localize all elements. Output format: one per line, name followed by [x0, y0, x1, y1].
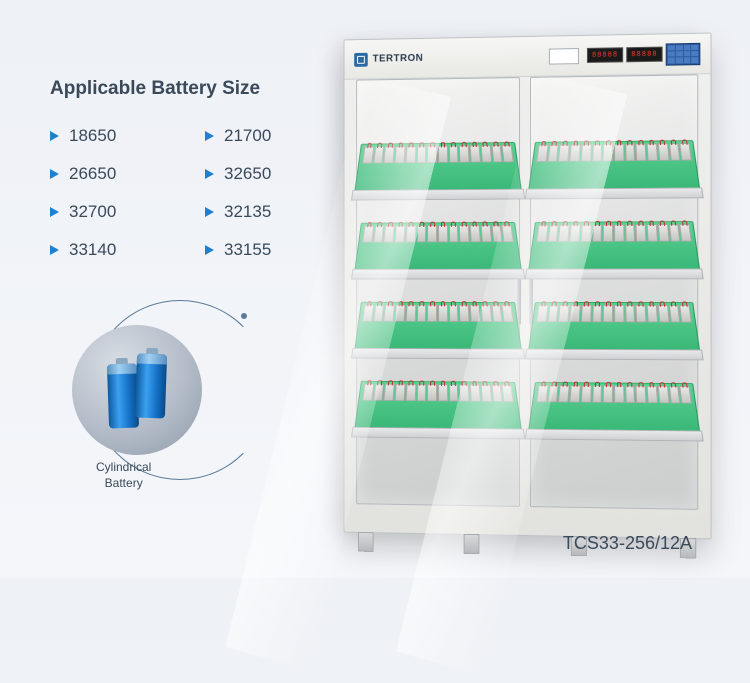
- bullet-icon: [50, 207, 59, 217]
- size-item: 21700: [205, 126, 330, 146]
- cabinet-doors: [356, 74, 698, 510]
- bullet-icon: [50, 169, 59, 179]
- brand-logo: TERTRON: [354, 51, 423, 66]
- bullet-icon: [50, 131, 59, 141]
- size-value: 32650: [224, 164, 271, 184]
- battery-tray: [354, 142, 522, 192]
- section-title: Applicable Battery Size: [50, 78, 330, 100]
- battery-tray: [528, 140, 700, 190]
- size-value: 33140: [69, 240, 116, 260]
- cabinet-leg: [464, 534, 480, 554]
- bullet-icon: [205, 131, 214, 141]
- size-item: 18650: [50, 126, 175, 146]
- model-number: TCS33-256/12A: [563, 533, 692, 554]
- battery-label: Cylindrical Battery: [96, 460, 151, 491]
- mini-display: [549, 48, 579, 65]
- bullet-icon: [205, 207, 214, 217]
- bullet-icon: [205, 245, 214, 255]
- battery-icons: [102, 350, 172, 430]
- cabinet-leg: [358, 532, 374, 552]
- led-display: 88888: [626, 47, 662, 63]
- size-value: 32700: [69, 202, 116, 222]
- size-item: 32650: [205, 164, 330, 184]
- keypad: [666, 42, 701, 65]
- led-display: 88888: [587, 47, 623, 63]
- battery-icon: [107, 363, 139, 428]
- door-handle: [517, 275, 521, 325]
- size-value: 32135: [224, 202, 271, 222]
- equipment-cabinet: TERTRON 88888 88888: [340, 36, 710, 536]
- size-value: 21700: [224, 126, 271, 146]
- info-panel: Applicable Battery Size 18650 21700 2665…: [50, 78, 330, 500]
- control-panel: 88888 88888: [587, 42, 700, 66]
- size-item: 32700: [50, 202, 175, 222]
- bullet-icon: [50, 245, 59, 255]
- size-value: 18650: [69, 126, 116, 146]
- size-item: 26650: [50, 164, 175, 184]
- cabinet-door-right: [530, 74, 698, 510]
- battery-tray: [354, 302, 522, 351]
- size-value: 26650: [69, 164, 116, 184]
- battery-label-line: Cylindrical: [96, 460, 151, 474]
- battery-label-line: Battery: [105, 476, 143, 490]
- bullet-icon: [205, 169, 214, 179]
- battery-tray: [354, 222, 522, 271]
- cabinet-header: TERTRON 88888 88888: [344, 34, 710, 80]
- brand-logo-icon: [354, 52, 368, 66]
- battery-tray: [354, 381, 522, 431]
- battery-tray: [528, 221, 700, 270]
- cabinet-door-left: [356, 77, 520, 507]
- size-item: 33155: [205, 240, 330, 260]
- size-item: 32135: [205, 202, 330, 222]
- battery-tray: [528, 382, 700, 432]
- size-value: 33155: [224, 240, 271, 260]
- battery-icon: [135, 353, 167, 418]
- battery-tray: [528, 302, 700, 351]
- battery-circle: [72, 325, 202, 455]
- cabinet-body: TERTRON 88888 88888: [344, 32, 712, 539]
- battery-size-grid: 18650 21700 26650 32650 32700 32135 3314…: [50, 126, 330, 260]
- size-item: 33140: [50, 240, 175, 260]
- battery-illustration: Cylindrical Battery: [60, 300, 260, 500]
- brand-text: TERTRON: [373, 53, 424, 65]
